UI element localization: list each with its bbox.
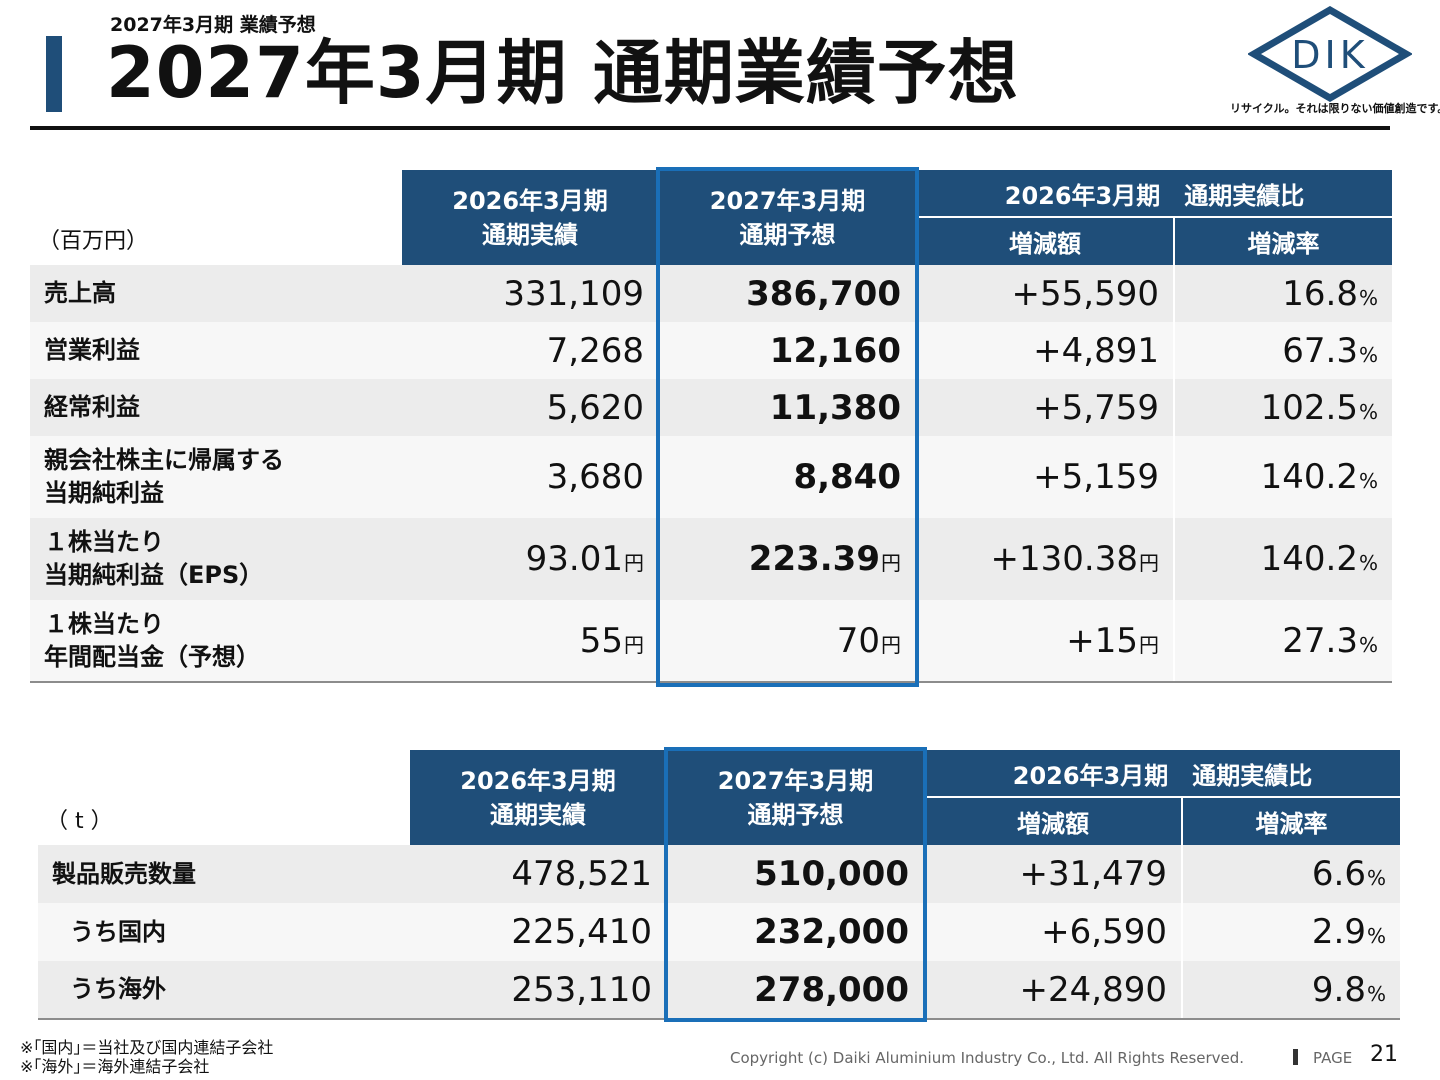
rate-value: 102.5%: [1173, 379, 1392, 436]
header-rate: 増減率: [1181, 796, 1400, 845]
actual-value: 7,268: [402, 322, 659, 379]
page-number: 21: [1370, 1042, 1398, 1067]
row-label: 親会社株主に帰属する 当期純利益: [30, 436, 402, 518]
diff-value: +4,891: [915, 322, 1174, 379]
footnote-domestic: ※｢国内｣＝当社及び国内連結子会社: [20, 1038, 274, 1057]
rate-value: 27.3%: [1173, 600, 1392, 683]
header-forecast: 2027年3月期 通期予想: [658, 170, 916, 265]
page-subtitle: 2027年3月期 業績予想: [110, 14, 316, 36]
row-label: １株当たり 年間配当金（予想）: [30, 600, 402, 683]
table-row: うち国内 225,410 232,000 +6,590 2.9%: [38, 903, 1400, 961]
forecast-value: 278,000: [666, 961, 924, 1020]
copyright-text: Copyright (c) Daiki Aluminium Industry C…: [730, 1049, 1245, 1067]
table-row: うち海外 253,110 278,000 +24,890 9.8%: [38, 961, 1400, 1020]
diff-value: +15円: [915, 600, 1174, 683]
actual-value: 3,680: [402, 436, 659, 518]
actual-value: 5,620: [402, 379, 659, 436]
actual-value: 55円: [402, 600, 659, 683]
rate-value: 140.2%: [1173, 518, 1392, 600]
table-row: 経常利益 5,620 11,380 +5,759 102.5%: [30, 379, 1392, 436]
company-logo: DIK: [1247, 5, 1413, 103]
diff-value: +6,590: [923, 903, 1182, 961]
logo-text: DIK: [1291, 33, 1368, 77]
row-label: 営業利益: [30, 322, 402, 379]
forecast-value: 70円: [658, 600, 916, 683]
rate-value: 16.8%: [1173, 265, 1392, 322]
forecast-value: 11,380: [658, 379, 916, 436]
forecast-value: 223.39円: [658, 518, 916, 600]
actual-value: 225,410: [410, 903, 667, 961]
table-row: 営業利益 7,268 12,160 +4,891 67.3%: [30, 322, 1392, 379]
header-actual: 2026年3月期 通期実績: [410, 750, 667, 845]
forecast-value: 8,840: [658, 436, 916, 518]
table-row: １株当たり 年間配当金（予想） 55円 70円 +15円 27.3%: [30, 600, 1392, 683]
row-label: うち海外: [38, 961, 410, 1020]
diff-value: +31,479: [923, 845, 1182, 903]
actual-value: 93.01円: [402, 518, 659, 600]
row-label: 経常利益: [30, 379, 402, 436]
forecast-value: 12,160: [658, 322, 916, 379]
header-forecast: 2027年3月期 通期予想: [666, 750, 924, 845]
forecast-value: 232,000: [666, 903, 924, 961]
unit-label: （百万円）: [30, 170, 402, 265]
page-title: 2027年3月期 通期業績予想: [106, 32, 1019, 114]
diff-value: +55,590: [915, 265, 1174, 322]
page-label: PAGE: [1313, 1049, 1353, 1067]
header-diff: 増減額: [915, 216, 1174, 265]
forecast-value: 510,000: [666, 845, 924, 903]
row-label: うち国内: [38, 903, 410, 961]
header-rate: 増減率: [1173, 216, 1392, 265]
unit-label: （ t ）: [38, 750, 410, 845]
rate-value: 140.2%: [1173, 436, 1392, 518]
sales-volume-table: （ t ） 2026年3月期 通期実績 2027年3月期 通期予想 2026年3月期…: [38, 750, 1400, 1020]
footnote-overseas: ※｢海外｣＝海外連結子会社: [20, 1057, 210, 1076]
header-actual: 2026年3月期 通期実績: [402, 170, 659, 265]
header-diff: 増減額: [923, 796, 1182, 845]
row-label: １株当たり 当期純利益（EPS）: [30, 518, 402, 600]
earnings-forecast-table: （百万円） 2026年3月期 通期実績 2027年3月期 通期予想 2026年3月期…: [30, 170, 1392, 683]
company-tagline: リサイクル。それは限りない価値創造です。: [1230, 102, 1440, 115]
page-marker-bar: [1293, 1049, 1298, 1065]
diff-value: +24,890: [923, 961, 1182, 1020]
row-label: 売上高: [30, 265, 402, 322]
table-row: 親会社株主に帰属する 当期純利益 3,680 8,840 +5,159 140.2…: [30, 436, 1392, 518]
table-row: 売上高 331,109 386,700 +55,590 16.8%: [30, 265, 1392, 322]
diff-value: +130.38円: [915, 518, 1174, 600]
actual-value: 253,110: [410, 961, 667, 1020]
row-label: 製品販売数量: [38, 845, 410, 903]
forecast-value: 386,700: [658, 265, 916, 322]
rate-value: 67.3%: [1173, 322, 1392, 379]
rate-value: 6.6%: [1181, 845, 1400, 903]
title-rule: [30, 126, 1390, 130]
diff-value: +5,159: [915, 436, 1174, 518]
table-row: 製品販売数量 478,521 510,000 +31,479 6.6%: [38, 845, 1400, 903]
title-accent-bar: [46, 36, 62, 112]
diff-value: +5,759: [915, 379, 1174, 436]
header-compare: 2026年3月期 通期実績比: [923, 750, 1400, 797]
header-compare: 2026年3月期 通期実績比: [915, 170, 1392, 217]
rate-value: 2.9%: [1181, 903, 1400, 961]
table-row: １株当たり 当期純利益（EPS） 93.01円 223.39円 +130.38円 …: [30, 518, 1392, 600]
actual-value: 478,521: [410, 845, 667, 903]
actual-value: 331,109: [402, 265, 659, 322]
rate-value: 9.8%: [1181, 961, 1400, 1020]
